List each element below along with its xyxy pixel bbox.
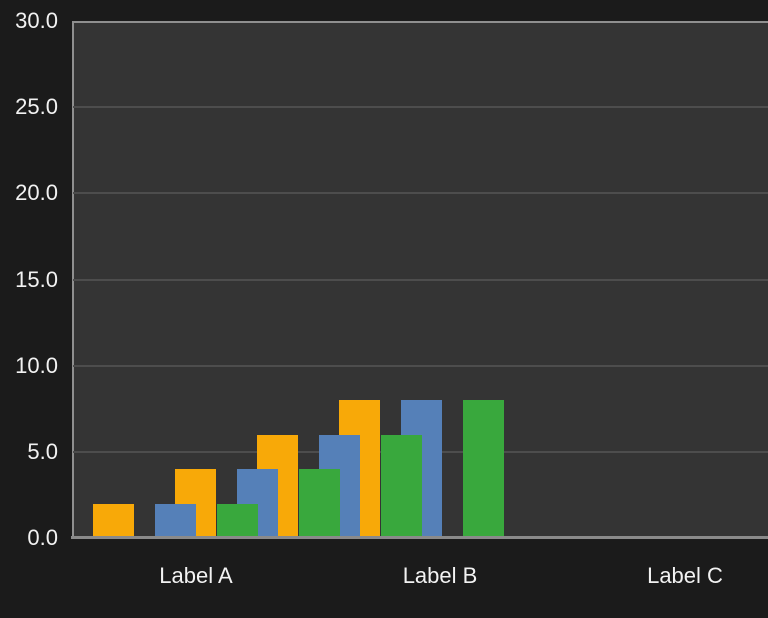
y-axis-tick-label: 5.0 <box>27 438 58 464</box>
x-axis-category-label: Label C <box>647 563 723 588</box>
x-axis-category-label: Label B <box>402 563 478 588</box>
y-axis-tick-label: 15.0 <box>15 266 58 292</box>
y-axis-tick-label: 10.0 <box>15 352 58 378</box>
y-axis-tick-label: 0.0 <box>27 525 58 550</box>
gridline-20 <box>73 192 768 195</box>
bar-green-1[interactable] <box>217 503 258 538</box>
bar-green-4[interactable] <box>463 400 504 538</box>
gridline-10 <box>73 364 768 367</box>
x-axis-category-label: Label A <box>159 563 233 588</box>
bar-green-3[interactable] <box>381 434 422 538</box>
bar-orange-1[interactable] <box>93 503 134 538</box>
gridline-25 <box>73 106 768 109</box>
y-axis-tick-label: 25.0 <box>15 94 58 120</box>
y-axis-tick-label: 30.0 <box>15 8 58 33</box>
gridline-15 <box>73 278 768 281</box>
bar-green-2[interactable] <box>299 469 340 538</box>
y-axis-tick-label: 20.0 <box>15 180 58 206</box>
bar-blue-1[interactable] <box>155 503 196 538</box>
x-axis-line <box>71 536 768 539</box>
